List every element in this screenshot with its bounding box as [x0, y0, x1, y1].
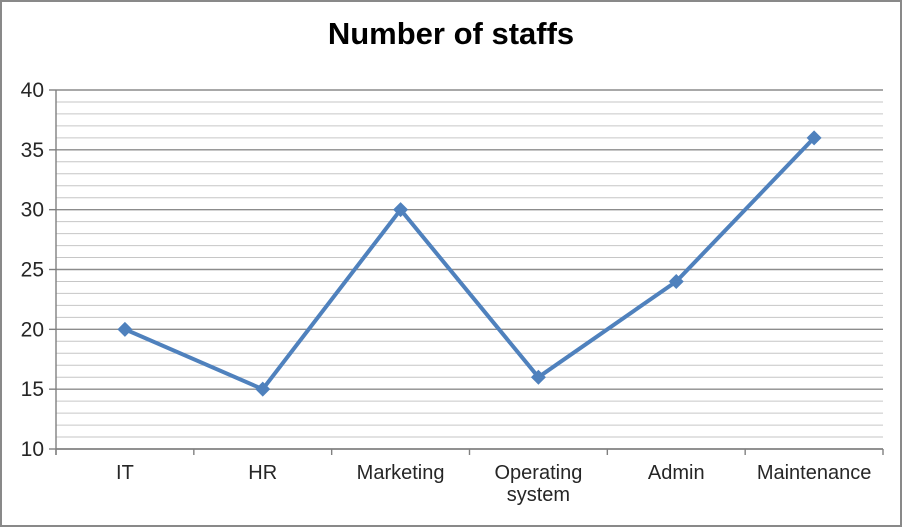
- y-tick-label: 15: [21, 378, 44, 401]
- y-tick-label: 35: [21, 139, 44, 162]
- y-tick-label: 20: [21, 318, 44, 341]
- y-tick-label: 40: [21, 79, 44, 102]
- x-category-label-maintenance: Maintenance: [757, 462, 872, 484]
- y-tick-label: 25: [21, 259, 44, 282]
- x-category-label-operating-system: Operating system: [494, 462, 582, 506]
- x-category-label-hr: HR: [248, 462, 277, 484]
- chart-title: Number of staffs: [327, 16, 575, 51]
- data-point-marketing: [393, 202, 409, 218]
- staff-series-line: [124, 136, 816, 392]
- x-category-label-marketing: Marketing: [357, 462, 445, 484]
- data-point-operating-system: [530, 369, 546, 385]
- data-point-admin: [668, 273, 684, 289]
- data-point-maintenance: [806, 130, 822, 146]
- x-category-label-it: IT: [116, 462, 134, 484]
- x-category-label-admin: Admin: [648, 462, 705, 484]
- y-tick-label: 10: [21, 438, 44, 461]
- y-tick-label: 30: [21, 199, 44, 222]
- data-point-it: [117, 321, 133, 337]
- data-point-hr: [255, 381, 271, 397]
